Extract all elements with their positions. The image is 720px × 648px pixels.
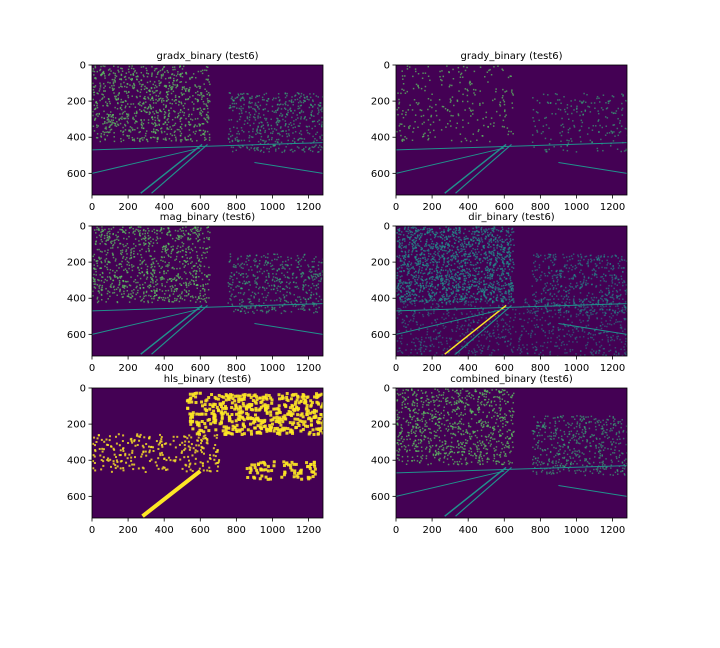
x-tick-label: 400	[155, 202, 174, 213]
panel-title: dir_binary (test6)	[468, 212, 555, 223]
y-tick-label: 600	[67, 492, 86, 503]
axes-frame	[395, 387, 628, 519]
x-tick-label: 600	[495, 202, 514, 213]
x-tick-label: 200	[423, 525, 442, 536]
y-tick-label: 200	[67, 258, 86, 269]
y-tick-label: 0	[384, 222, 390, 233]
axes-frame	[91, 387, 324, 519]
x-tick-label: 1000	[564, 202, 589, 213]
x-tick-label: 600	[495, 525, 514, 536]
y-tick-label: 400	[67, 456, 86, 467]
x-tick-label: 0	[393, 525, 399, 536]
x-tick-label: 800	[227, 363, 246, 374]
x-tick-label: 200	[119, 202, 138, 213]
x-tick-label: 200	[423, 363, 442, 374]
x-tick-label: 1000	[260, 202, 285, 213]
x-tick-label: 600	[191, 525, 210, 536]
y-tick-label: 400	[371, 294, 390, 305]
binary-image	[396, 226, 627, 356]
y-tick-label: 200	[371, 420, 390, 431]
x-tick-label: 200	[423, 202, 442, 213]
y-tick-label: 0	[80, 384, 86, 395]
axes-frame	[91, 225, 324, 357]
axes-frame	[395, 225, 628, 357]
binary-image	[92, 226, 323, 355]
binary-image	[92, 391, 323, 518]
x-tick-label: 1200	[600, 525, 625, 536]
x-tick-label: 0	[89, 525, 95, 536]
axes-frame	[395, 64, 628, 196]
panel-title: grady_binary (test6)	[460, 51, 562, 62]
image-background	[92, 388, 323, 518]
x-tick-label: 1200	[296, 202, 321, 213]
panel-6: combined_binary (test6) 0 200 400 600 800 1000…	[371, 374, 628, 536]
x-tick-label: 400	[155, 525, 174, 536]
x-tick-label: 1200	[296, 363, 321, 374]
x-tick-label: 200	[119, 525, 138, 536]
x-tick-label: 1200	[600, 363, 625, 374]
y-tick-label: 600	[371, 330, 390, 341]
y-tick-label: 400	[371, 456, 390, 467]
x-tick-label: 800	[227, 202, 246, 213]
x-tick-label: 800	[531, 525, 550, 536]
y-tick-label: 400	[371, 133, 390, 144]
x-tick-label: 600	[191, 363, 210, 374]
x-tick-label: 0	[393, 202, 399, 213]
x-tick-label: 1200	[296, 525, 321, 536]
x-tick-label: 200	[119, 363, 138, 374]
y-tick-label: 0	[384, 61, 390, 72]
y-tick-label: 600	[67, 169, 86, 180]
panel-5: hls_binary (test6) 0 200 400 600 800 1000 1200 0…	[67, 374, 324, 536]
panel-4: dir_binary (test6) 0 200 400 600 800 1000 1200 0…	[371, 212, 628, 374]
y-tick-label: 200	[67, 420, 86, 431]
x-tick-label: 800	[531, 363, 550, 374]
y-tick-label: 0	[80, 61, 86, 72]
x-tick-label: 400	[459, 202, 478, 213]
panel-3: mag_binary (test6) 0 200 400 600 800 1000 1200 0…	[67, 212, 324, 374]
x-tick-label: 1000	[260, 363, 285, 374]
y-tick-label: 200	[371, 258, 390, 269]
y-tick-label: 600	[371, 492, 390, 503]
x-tick-label: 1200	[600, 202, 625, 213]
x-tick-label: 0	[89, 363, 95, 374]
x-tick-label: 1000	[260, 525, 285, 536]
x-tick-label: 400	[155, 363, 174, 374]
y-tick-label: 200	[67, 97, 86, 108]
panel-1: gradx_binary (test6) 0 200 400 600 800 1000 120…	[67, 51, 324, 213]
x-tick-label: 1000	[564, 525, 589, 536]
x-tick-label: 0	[89, 202, 95, 213]
y-tick-label: 400	[67, 294, 86, 305]
binary-image	[396, 388, 627, 517]
image-background	[396, 388, 627, 518]
panel-title: combined_binary (test6)	[450, 374, 573, 385]
x-tick-label: 0	[393, 363, 399, 374]
binary-image	[396, 65, 627, 194]
binary-image	[92, 65, 323, 194]
x-tick-label: 600	[495, 363, 514, 374]
x-tick-label: 800	[227, 525, 246, 536]
x-tick-label: 600	[191, 202, 210, 213]
y-tick-label: 0	[80, 222, 86, 233]
panel-title: gradx_binary (test6)	[156, 51, 258, 62]
panel-title: hls_binary (test6)	[164, 374, 252, 385]
y-tick-label: 600	[67, 330, 86, 341]
y-tick-label: 0	[384, 384, 390, 395]
panel-2: grady_binary (test6) 0 200 400 600 800 1000 120…	[371, 51, 628, 213]
axes-frame	[91, 64, 324, 196]
x-tick-label: 800	[531, 202, 550, 213]
y-tick-label: 400	[67, 133, 86, 144]
panel-title: mag_binary (test6)	[160, 212, 255, 223]
x-tick-label: 1000	[564, 363, 589, 374]
x-tick-label: 400	[459, 525, 478, 536]
y-tick-label: 600	[371, 169, 390, 180]
x-tick-label: 400	[459, 363, 478, 374]
y-tick-label: 200	[371, 97, 390, 108]
